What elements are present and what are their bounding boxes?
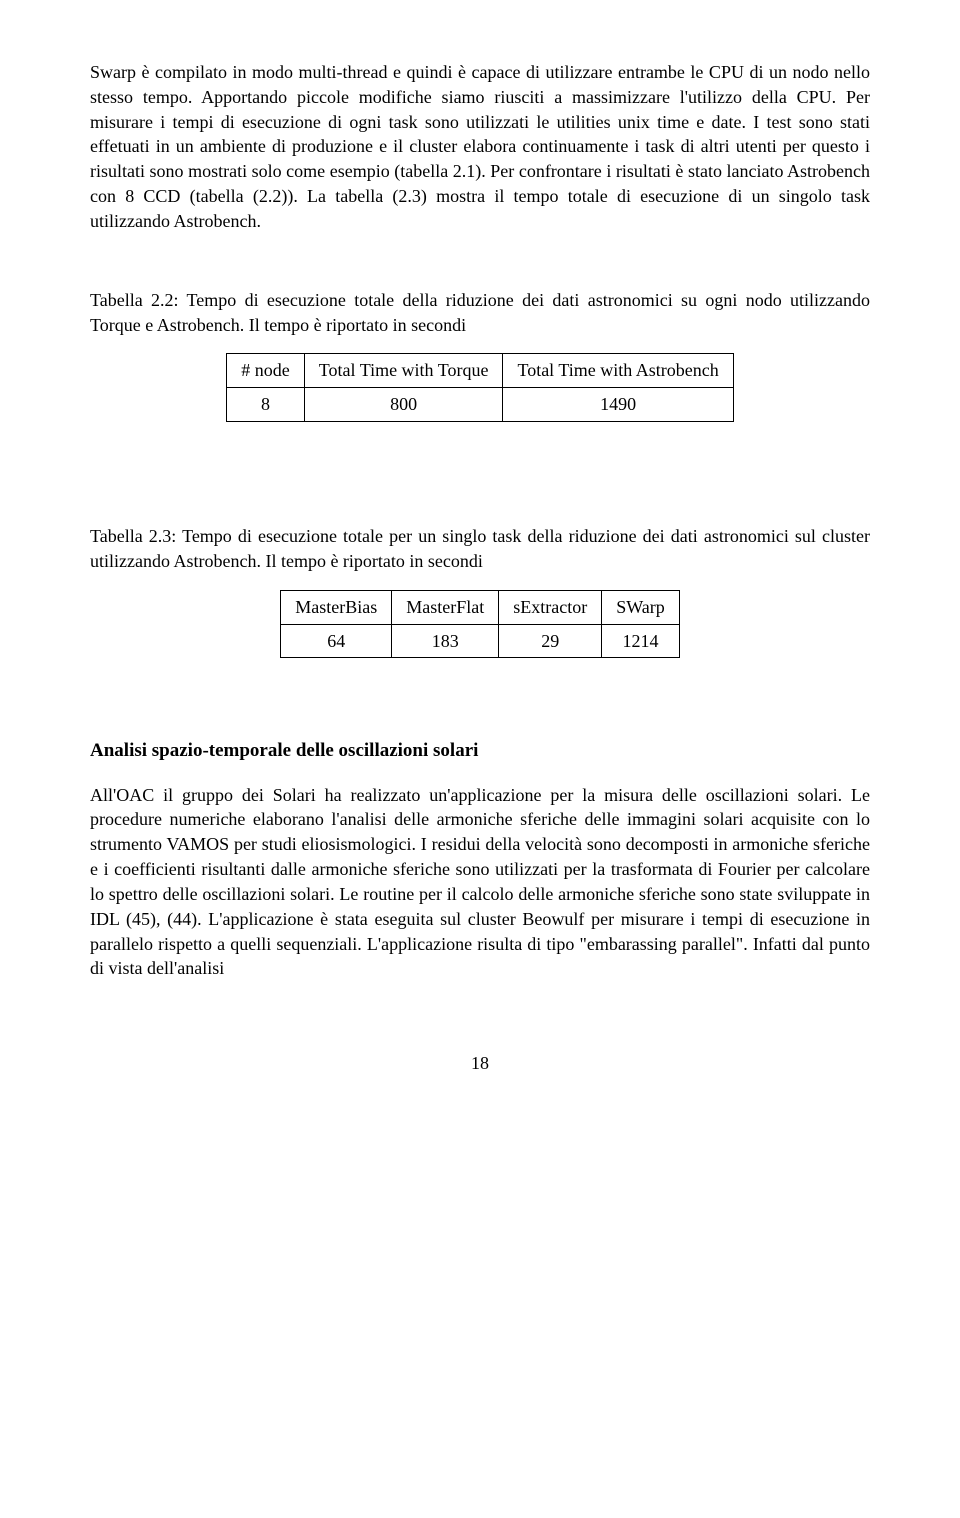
table-header-cell: MasterBias xyxy=(281,590,392,624)
table-cell: 1490 xyxy=(503,388,733,422)
body-paragraph-1: Swarp è compilato in modo multi-thread e… xyxy=(90,60,870,234)
table-cell: 183 xyxy=(392,624,499,658)
table-header-cell: MasterFlat xyxy=(392,590,499,624)
table-2-3-caption: Tabella 2.3: Tempo di esecuzione totale … xyxy=(90,524,870,574)
table-header-cell: # node xyxy=(227,354,305,388)
table-cell: 800 xyxy=(304,388,503,422)
table-2-3: MasterBias MasterFlat sExtractor SWarp 6… xyxy=(280,590,680,659)
table-cell: 1214 xyxy=(602,624,680,658)
table-header-cell: Total Time with Torque xyxy=(304,354,503,388)
section-heading: Analisi spazio-temporale delle oscillazi… xyxy=(90,738,870,764)
table-2-2: # node Total Time with Torque Total Time… xyxy=(226,353,733,422)
table-header-cell: SWarp xyxy=(602,590,680,624)
table-header-cell: Total Time with Astrobench xyxy=(503,354,733,388)
table-cell: 8 xyxy=(227,388,305,422)
table-row: 64 183 29 1214 xyxy=(281,624,680,658)
table-row: MasterBias MasterFlat sExtractor SWarp xyxy=(281,590,680,624)
table-cell: 64 xyxy=(281,624,392,658)
table-header-cell: sExtractor xyxy=(499,590,602,624)
table-row: 8 800 1490 xyxy=(227,388,733,422)
page-number: 18 xyxy=(90,1051,870,1076)
table-2-2-caption: Tabella 2.2: Tempo di esecuzione totale … xyxy=(90,288,870,338)
table-row: # node Total Time with Torque Total Time… xyxy=(227,354,733,388)
table-cell: 29 xyxy=(499,624,602,658)
body-paragraph-2: All'OAC il gruppo dei Solari ha realizza… xyxy=(90,783,870,982)
